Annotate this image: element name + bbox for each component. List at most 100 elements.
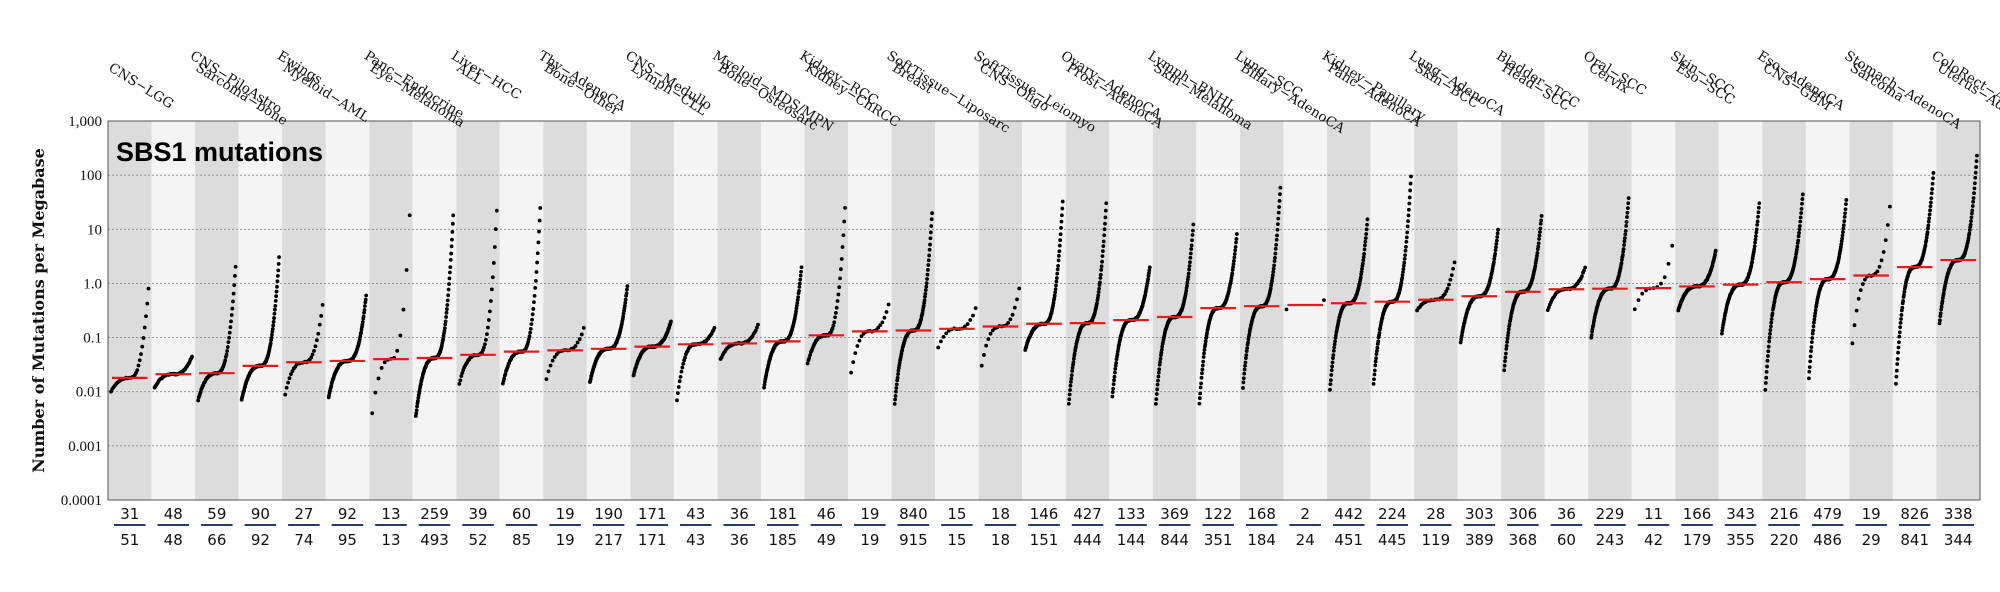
data-point [1205,331,1209,336]
data-point [886,302,891,307]
data-point [963,324,967,329]
data-point [1927,216,1932,221]
data-point [1447,282,1451,287]
data-point [1359,269,1364,274]
data-point [1375,349,1379,353]
band-33 [1544,121,1589,500]
count-bottom: 42 [1644,531,1663,549]
data-point [1241,380,1246,385]
data-point [233,274,237,278]
data-point [1365,217,1370,222]
data-point [1969,219,1973,223]
data-point [1811,328,1816,333]
data-point [1187,264,1192,268]
data-point [797,288,801,293]
data-point [1937,321,1942,326]
data-point [229,319,233,324]
data-point [573,344,578,348]
data-point [984,343,989,348]
data-point [1969,215,1974,220]
data-point [1407,195,1412,200]
data-point [1360,261,1365,266]
data-point [1898,325,1903,330]
data-point [415,404,419,409]
data-point [678,374,683,379]
data-point [805,361,810,366]
data-point [895,375,900,380]
data-point [1495,231,1500,236]
data-point [1929,191,1934,196]
data-point [1899,317,1903,321]
data-point [1052,293,1057,298]
data-point [1924,238,1929,243]
data-point [623,300,628,305]
data-point [489,287,494,292]
count-bottom: 184 [1247,531,1276,549]
data-point [1053,290,1058,295]
data-point [1068,388,1072,392]
band-6 [369,121,413,500]
data-point [401,307,406,312]
data-point [926,268,930,272]
count-top: 19 [1862,505,1881,523]
data-point [1879,258,1884,263]
data-point [762,385,766,390]
data-point [1798,219,1803,224]
data-point [1766,349,1771,354]
data-point [676,385,681,389]
data-point [502,376,507,381]
data-point [1057,249,1062,254]
data-point [1897,340,1901,345]
data-point [1768,324,1773,329]
data-point [1244,353,1249,358]
data-point [1273,251,1278,256]
count-top: 181 [768,505,797,523]
data-point [1504,343,1509,348]
band-27 [1283,121,1327,500]
data-point [1850,341,1855,346]
data-point [1271,270,1276,274]
data-point [1580,274,1584,279]
data-point [1768,328,1773,332]
data-point [1071,360,1076,365]
data-point [1624,220,1629,224]
data-point [624,291,629,296]
data-point [1966,236,1971,240]
data-point [1154,392,1159,396]
data-point [1493,248,1498,253]
data-point [448,265,453,270]
data-point [1493,251,1498,256]
band-41 [1892,121,1937,500]
data-point [1752,244,1757,249]
data-point [225,345,230,349]
data-point [1799,206,1804,211]
data-point [492,245,497,249]
data-point [1841,226,1846,231]
data-point [1449,273,1454,278]
band-14 [717,121,762,500]
category-bands [108,121,1980,500]
data-point [1199,375,1204,380]
data-point [924,281,929,285]
band-24 [1152,121,1197,500]
data-point [1939,304,1944,309]
band-42 [1936,121,1980,500]
data-point [1402,260,1407,265]
data-point [503,372,508,377]
data-point [841,233,846,238]
data-point [382,360,387,365]
data-point [834,305,839,310]
data-point [233,264,238,269]
count-top: 229 [1596,505,1625,523]
count-bottom: 13 [381,531,400,549]
data-point [1277,199,1282,203]
count-bottom: 355 [1726,531,1755,549]
data-point [1372,368,1377,373]
data-point [1795,244,1800,249]
data-point [1276,216,1281,221]
data-point [1190,238,1194,243]
data-point [1185,283,1189,288]
count-top: 36 [1557,505,1576,523]
data-point [1897,330,1902,335]
data-point [1621,247,1626,251]
